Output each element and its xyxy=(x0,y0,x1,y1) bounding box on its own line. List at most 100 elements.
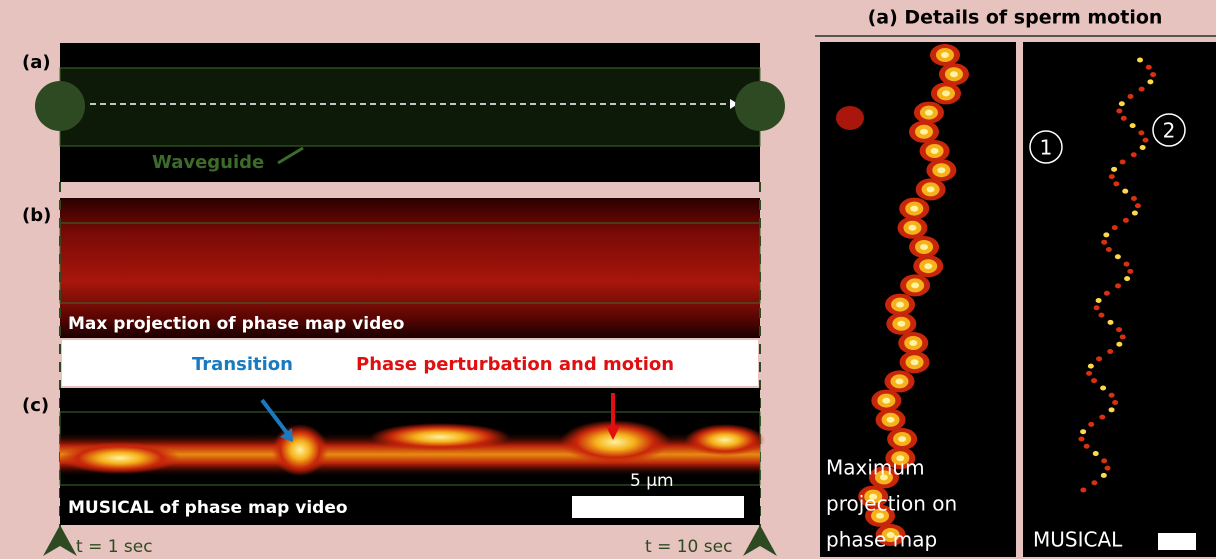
blob xyxy=(1080,429,1086,434)
blob xyxy=(908,225,916,231)
blob xyxy=(1100,385,1106,390)
blob xyxy=(1109,407,1115,412)
blob xyxy=(1084,444,1090,449)
blob xyxy=(1115,283,1121,288)
blob xyxy=(1140,145,1146,150)
blob xyxy=(1131,196,1137,201)
blob xyxy=(1132,211,1138,216)
marker: 2 xyxy=(1163,119,1176,143)
blob xyxy=(911,282,919,288)
blob xyxy=(1124,262,1130,267)
blob xyxy=(1107,349,1113,354)
blob xyxy=(1116,109,1122,114)
waveguide-label: Waveguide xyxy=(152,152,264,173)
blob xyxy=(1137,58,1143,63)
caption-line: phase map xyxy=(826,528,937,552)
blob xyxy=(685,424,765,456)
blob xyxy=(1139,87,1145,92)
blob xyxy=(1123,218,1129,223)
blob xyxy=(1101,240,1107,245)
blob xyxy=(1135,203,1141,208)
time-end: t = 10 sec xyxy=(645,537,732,557)
blob xyxy=(920,129,928,135)
blob xyxy=(1113,181,1119,186)
blob xyxy=(1128,94,1134,99)
blob xyxy=(1111,167,1117,172)
blob xyxy=(897,321,905,327)
blob xyxy=(1088,364,1094,369)
blob xyxy=(1143,138,1149,143)
blob xyxy=(1104,291,1110,296)
panel-label: (c) xyxy=(22,395,49,416)
blob xyxy=(1101,458,1107,463)
blob xyxy=(1122,189,1128,194)
blob xyxy=(882,398,890,404)
waveguide xyxy=(60,68,760,146)
time-start: t = 1 sec xyxy=(76,537,153,557)
blob xyxy=(1088,422,1094,427)
blob xyxy=(1147,79,1153,84)
blob xyxy=(1131,152,1137,157)
caption: MUSICAL of phase map video xyxy=(68,498,348,518)
blob xyxy=(1115,254,1121,259)
blob xyxy=(924,263,932,269)
marker: 1 xyxy=(1040,136,1053,160)
blob xyxy=(1098,313,1104,318)
blob xyxy=(1096,298,1102,303)
blob xyxy=(1094,305,1100,310)
blob xyxy=(1121,116,1127,121)
blob xyxy=(931,148,939,154)
caption: MUSICAL xyxy=(1033,528,1123,552)
blob xyxy=(1109,174,1115,179)
blob xyxy=(1116,327,1122,332)
perturbation-label: Phase perturbation and motion xyxy=(356,354,674,375)
time-marker xyxy=(43,525,77,556)
sperm-start xyxy=(35,81,85,131)
scale-bar xyxy=(1158,533,1196,550)
blob xyxy=(898,436,906,442)
blob xyxy=(1096,356,1102,361)
figure: (a) Waveguide (b) Max projection of phas… xyxy=(0,0,1216,559)
blob xyxy=(370,423,510,451)
caption-line: projection on xyxy=(826,492,957,516)
blob xyxy=(925,110,933,116)
blob xyxy=(887,417,895,423)
blob xyxy=(1146,65,1152,70)
blob xyxy=(896,302,904,308)
blob xyxy=(1106,247,1112,252)
blob xyxy=(1124,276,1130,281)
blob xyxy=(1130,123,1136,128)
blob xyxy=(1138,130,1144,135)
blob xyxy=(1093,451,1099,456)
blob xyxy=(941,52,949,58)
blob xyxy=(920,244,928,250)
blob xyxy=(927,186,935,192)
blob xyxy=(910,206,918,212)
blob xyxy=(942,90,950,96)
sperm-end xyxy=(735,81,785,131)
blob xyxy=(1112,225,1118,230)
time-marker xyxy=(743,525,777,556)
blob xyxy=(1112,400,1118,405)
blob xyxy=(1086,371,1092,376)
blob xyxy=(1120,160,1126,165)
blob xyxy=(1116,342,1122,347)
panel-label: (b) xyxy=(22,205,51,226)
blob xyxy=(1099,415,1105,420)
blob xyxy=(1120,334,1126,339)
blob xyxy=(1150,72,1156,77)
blob xyxy=(950,71,958,77)
blob xyxy=(1109,393,1115,398)
caption-line: Maximum xyxy=(826,456,925,480)
blob xyxy=(60,442,180,474)
blob xyxy=(836,106,864,130)
panel-label: (a) xyxy=(22,52,51,73)
blob xyxy=(1101,473,1107,478)
right-title: (a) Details of sperm motion xyxy=(868,7,1163,29)
blob xyxy=(1091,480,1097,485)
blob xyxy=(1080,488,1086,493)
blob xyxy=(895,378,903,384)
blob xyxy=(1103,232,1109,237)
blob xyxy=(1091,378,1097,383)
blob xyxy=(1107,320,1113,325)
